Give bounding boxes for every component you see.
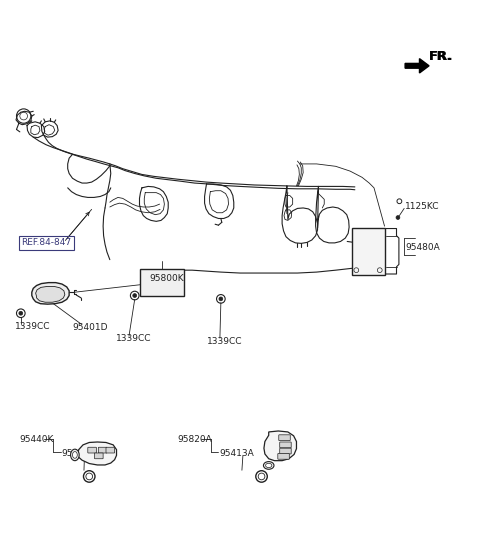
FancyBboxPatch shape [280, 442, 291, 448]
Text: FR.: FR. [429, 50, 452, 62]
Circle shape [133, 294, 137, 298]
Text: 1339CC: 1339CC [206, 336, 242, 345]
FancyBboxPatch shape [106, 447, 115, 453]
Text: 95413A: 95413A [219, 448, 254, 458]
Ellipse shape [71, 449, 79, 461]
FancyBboxPatch shape [280, 448, 291, 454]
Text: 95413A: 95413A [61, 448, 96, 458]
FancyBboxPatch shape [95, 453, 103, 459]
FancyBboxPatch shape [279, 435, 290, 441]
Circle shape [396, 215, 400, 219]
FancyBboxPatch shape [278, 454, 289, 459]
Text: 1125KC: 1125KC [405, 203, 440, 212]
Polygon shape [264, 431, 297, 461]
FancyBboxPatch shape [141, 269, 184, 295]
Polygon shape [32, 283, 69, 304]
Ellipse shape [264, 461, 274, 469]
Circle shape [219, 297, 223, 301]
Circle shape [19, 311, 23, 315]
Ellipse shape [72, 452, 77, 458]
FancyBboxPatch shape [98, 447, 107, 453]
Polygon shape [36, 287, 65, 302]
Text: REF.84-847: REF.84-847 [21, 238, 72, 247]
Text: 1339CC: 1339CC [116, 334, 151, 343]
Text: 95800K: 95800K [149, 275, 184, 283]
Ellipse shape [265, 463, 272, 467]
FancyBboxPatch shape [88, 447, 96, 453]
Polygon shape [77, 442, 117, 465]
Text: 1339CC: 1339CC [15, 322, 50, 331]
FancyBboxPatch shape [351, 227, 384, 275]
Text: 95440K: 95440K [20, 435, 54, 444]
Text: 95480A: 95480A [405, 243, 440, 252]
Text: FR.: FR. [429, 50, 454, 62]
Polygon shape [405, 59, 429, 73]
Text: 95820A: 95820A [178, 435, 213, 444]
Text: 95401D: 95401D [72, 323, 108, 332]
